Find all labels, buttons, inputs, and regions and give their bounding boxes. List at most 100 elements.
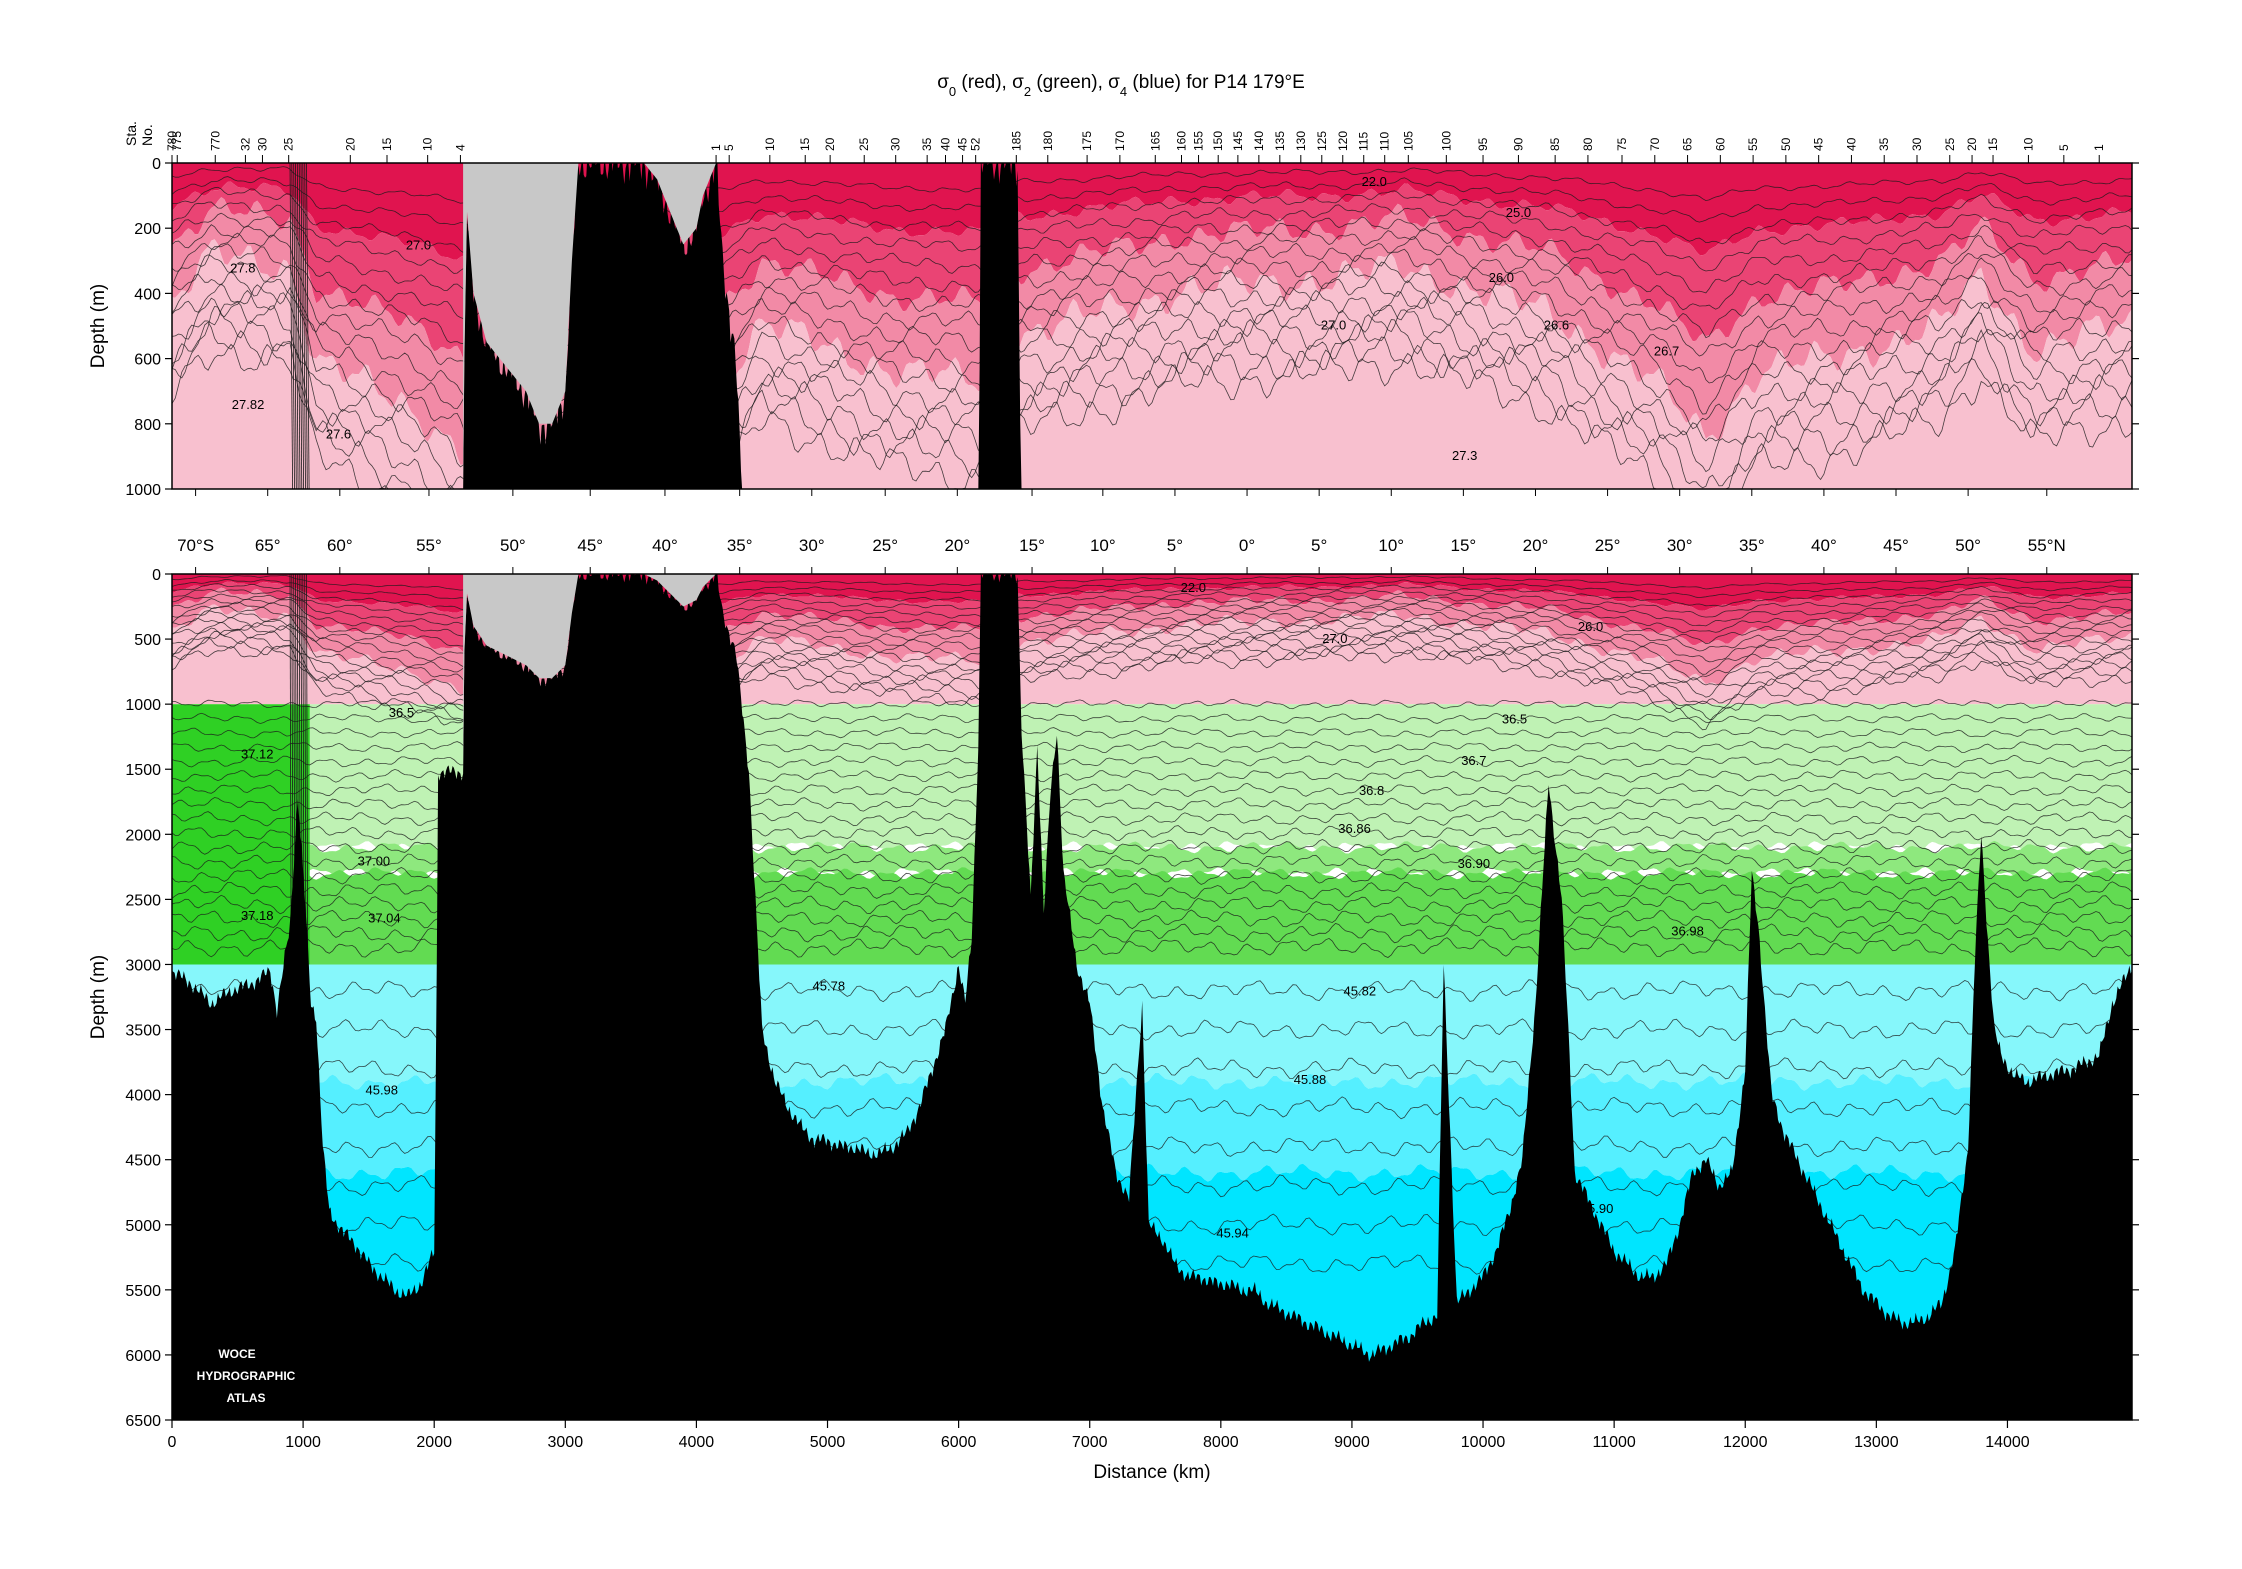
latitude-label: 50° (500, 536, 526, 555)
x-tick-label: 10000 (1461, 1434, 1506, 1451)
isopycnal-line (172, 321, 2132, 489)
x-tick-label: 2000 (416, 1434, 452, 1451)
front-contour (302, 163, 306, 489)
y-tick-label: 600 (134, 352, 161, 369)
seafloor-bathymetry (463, 163, 1022, 489)
contour-label: 27.0 (406, 238, 431, 253)
latitude-label: 0° (1239, 536, 1255, 555)
latitude-label: 65° (255, 536, 281, 555)
contour-label: 27.0 (1321, 317, 1346, 332)
x-tick-label: 0 (168, 1434, 177, 1451)
contour-label: 36.7 (1461, 753, 1486, 768)
latitude-label: 55° (416, 536, 442, 555)
station-label: 40 (1844, 137, 1858, 151)
latitude-label: 10° (1090, 536, 1116, 555)
station-label: 45 (1812, 137, 1826, 151)
station-label: 125 (1315, 131, 1329, 151)
station-label: 135 (1273, 131, 1287, 151)
y-tick-label: 200 (134, 221, 161, 238)
latitude-label: 30° (799, 536, 825, 555)
station-label: 20 (343, 137, 357, 151)
station-label: 50 (1779, 137, 1793, 151)
latitude-label: 50° (1955, 536, 1981, 555)
y-tick-label: 500 (134, 632, 161, 649)
contour-label: 45.88 (1294, 1072, 1327, 1087)
latitude-label: 60° (327, 536, 353, 555)
y-tick-label: 6000 (125, 1348, 161, 1365)
front-contour (298, 163, 303, 489)
y-tick-label: 1000 (125, 697, 161, 714)
station-header-line1: Sta. (123, 121, 139, 146)
station-label: 25 (1943, 137, 1957, 151)
station-label: 40 (939, 137, 953, 151)
x-tick-label: 7000 (1072, 1434, 1108, 1451)
x-tick-label: 9000 (1334, 1434, 1370, 1451)
x-tick-label: 5000 (810, 1434, 846, 1451)
contour-label: 27.3 (1452, 448, 1477, 463)
x-tick-label: 1000 (285, 1434, 321, 1451)
contour-label: 27.82 (232, 397, 265, 412)
top-contour-labels: 22.0 27.0 27.8 25.0 26.0 26.6 27.0 26.7 27.82 27.… (230, 174, 1679, 463)
figure-title: σ0 (red), σ2 (green), σ4 (blue) for P14 … (937, 72, 1305, 99)
front-contour (289, 163, 293, 489)
latitude-axis: 70°S 65° 60° 55° 50° 45° 40° 35° 30° 25° 20° 15° 10°… (177, 489, 2066, 574)
contour-label: 26.7 (1654, 343, 1679, 358)
contour-label: 45.90 (442, 981, 475, 996)
x-tick-label: 4000 (679, 1434, 715, 1451)
station-label: 5 (722, 144, 736, 151)
latitude-label: 5° (1311, 536, 1327, 555)
latitude-label: 35° (1739, 536, 1765, 555)
latitude-label: 30° (1667, 536, 1693, 555)
station-label: 15 (798, 137, 812, 151)
station-label: 150 (1211, 131, 1225, 151)
station-label: 90 (1511, 137, 1525, 151)
contour-label: 26.0 (1489, 270, 1514, 285)
station-label: 780 (165, 131, 179, 151)
contour-label: 26.0 (1578, 619, 1603, 634)
y-tick-label: 400 (134, 286, 161, 303)
contour-label: 37.18 (241, 908, 274, 923)
bottom-panel-frame (171, 573, 2133, 1421)
station-label: 20 (823, 137, 837, 151)
latitude-label: 25° (872, 536, 898, 555)
top-panel-frame (171, 162, 2133, 490)
y-tick-label: 0 (152, 567, 161, 584)
contour-label: 27.0 (1322, 631, 1347, 646)
latitude-label: 10° (1378, 536, 1404, 555)
station-label: 85 (1548, 137, 1562, 151)
station-label: 30 (889, 137, 903, 151)
front-contour (306, 163, 310, 489)
station-label: 10 (421, 137, 435, 151)
no-data-gap (463, 574, 717, 772)
sigma2-band-dense (172, 704, 310, 965)
x-tick-label: 6000 (941, 1434, 977, 1451)
contour-label: 36.8 (1359, 783, 1384, 798)
contour-label: 45.90 (1581, 1201, 1614, 1216)
latitude-label: 25° (1595, 536, 1621, 555)
full-depth-panel: 0 500 1000 1500 2000 2500 3000 3500 4000 4500 5000… (88, 567, 2139, 1483)
station-label: 140 (1252, 131, 1266, 151)
bottom-y-axis-label: Depth (m) (88, 955, 109, 1039)
latitude-label: 20° (944, 536, 970, 555)
contour-label: 36.5 (1502, 711, 1527, 726)
y-tick-label: 800 (134, 417, 161, 434)
station-label: 145 (1231, 131, 1245, 151)
station-label: 175 (1080, 131, 1094, 151)
x-tick-label: 14000 (1985, 1434, 2030, 1451)
contour-label: 45.94 (1216, 1226, 1249, 1241)
contour-label: 36.86 (1338, 821, 1371, 836)
y-tick-label: 5000 (125, 1218, 161, 1235)
front-contour (300, 163, 304, 489)
y-tick-label: 5500 (125, 1283, 161, 1300)
contour-label: 45.82 (1344, 983, 1377, 998)
contour-label: 36.90 (1458, 856, 1491, 871)
y-tick-label: 1500 (125, 762, 161, 779)
contour-label: 45.98 (365, 1082, 398, 1097)
y-tick-label: 4000 (125, 1088, 161, 1105)
contour-label: 45.78 (813, 978, 846, 993)
station-label: 10 (763, 137, 777, 151)
top-y-axis-label: Depth (m) (88, 284, 109, 368)
latitude-label: 45° (1883, 536, 1909, 555)
station-label: 170 (1113, 131, 1127, 151)
